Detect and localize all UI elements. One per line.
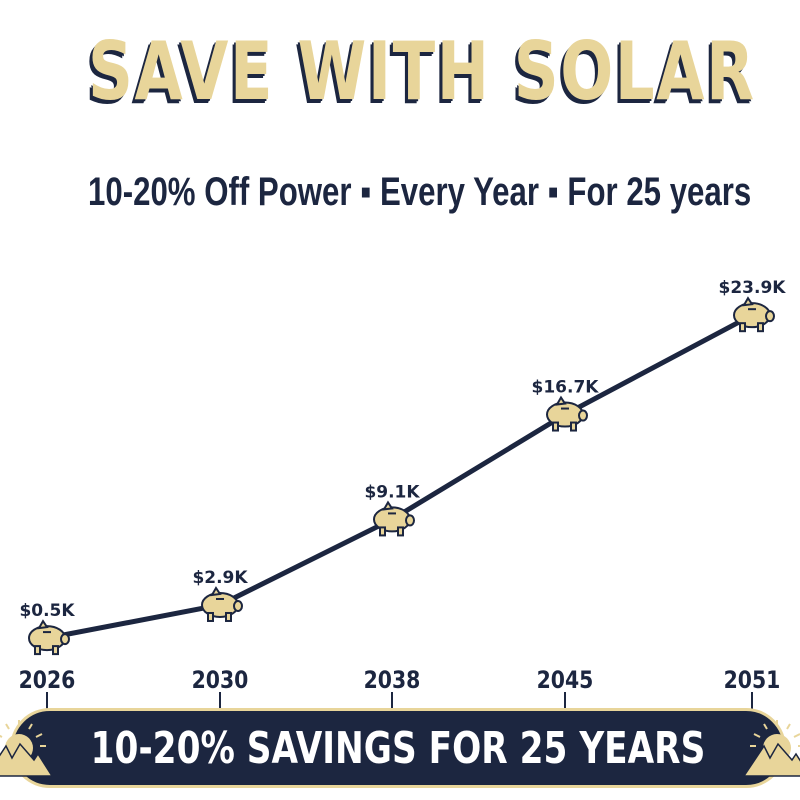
data-label: $9.1K	[364, 482, 420, 502]
x-tick-label: 2045	[537, 666, 594, 694]
data-label: $0.5K	[19, 601, 75, 621]
piggy-bank-marker	[733, 296, 775, 333]
page-title: SAVE WITH SOLAR	[88, 25, 756, 118]
x-tick-label: 2038	[364, 666, 421, 694]
x-tick-label: 2026	[19, 666, 76, 694]
x-tick-label: 2030	[192, 666, 249, 694]
data-label: $23.9K	[719, 278, 787, 298]
piggy-bank-marker	[546, 395, 588, 432]
savings-line	[46, 312, 754, 641]
data-label: $2.9K	[192, 568, 248, 588]
x-tick-label: 2051	[724, 666, 781, 694]
sun-mountain-icon	[742, 720, 800, 777]
piggy-bank-marker	[201, 586, 243, 622]
piggy-bank-marker	[28, 619, 70, 656]
banner-text: 10-20% SAVINGS FOR 25 YEARS	[90, 722, 706, 774]
piggy-bank-marker	[373, 500, 415, 537]
subtitle: 10-20% Off Power ▪ Every Year ▪ For 25 y…	[88, 170, 752, 214]
savings-banner: 10-20% SAVINGS FOR 25 YEARS	[0, 708, 800, 788]
data-label: $16.7K	[532, 378, 600, 398]
sun-mountain-icon	[0, 720, 54, 777]
